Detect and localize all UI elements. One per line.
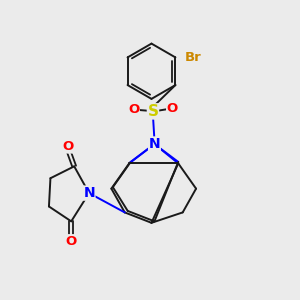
Text: O: O [128,103,139,116]
Text: O: O [167,103,178,116]
Text: N: N [148,137,160,151]
Text: Br: Br [184,51,201,64]
Text: S: S [148,104,158,119]
Text: O: O [66,235,77,248]
Text: N: N [83,186,95,200]
Text: O: O [63,140,74,153]
